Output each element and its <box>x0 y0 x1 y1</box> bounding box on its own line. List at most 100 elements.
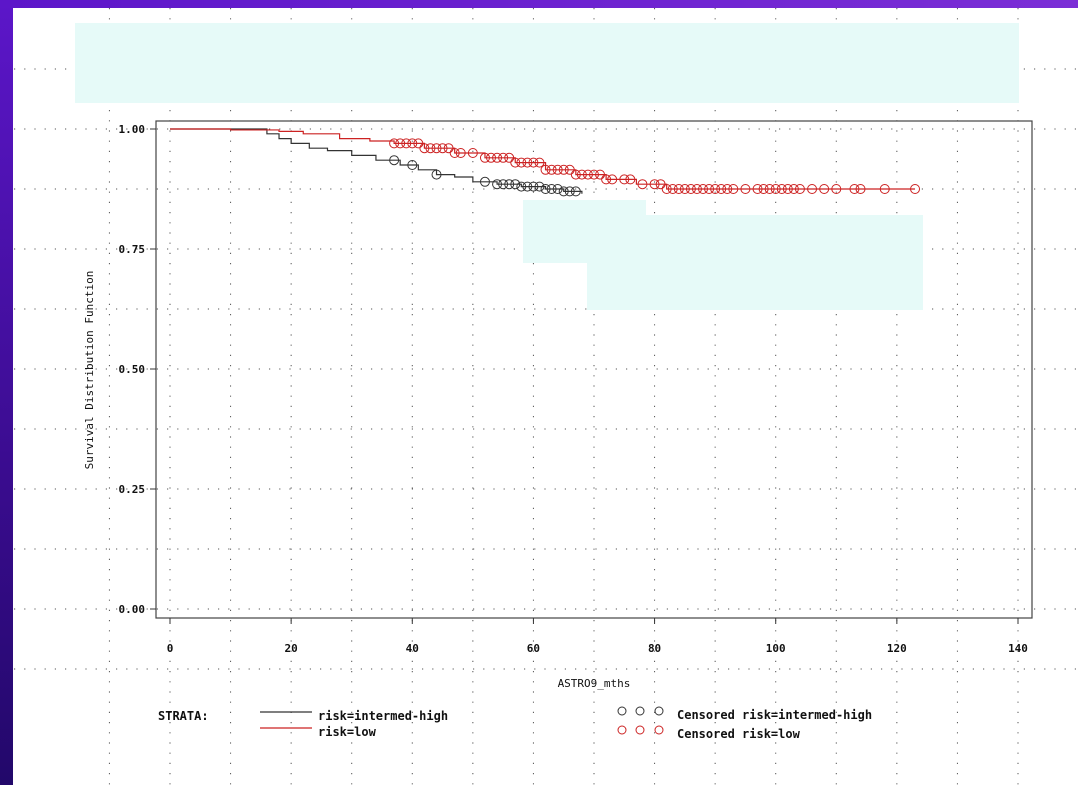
censor-marker <box>558 164 569 175</box>
legend-label-censored-low: Censored risk=low <box>677 727 801 741</box>
slide-frame-left <box>0 0 13 785</box>
x-axis: 0 20 40 60 80 100 120 140 <box>167 618 1028 655</box>
censor-marker <box>498 179 509 190</box>
censor-marker <box>486 152 497 163</box>
censor-marker <box>722 184 733 194</box>
censor-marker <box>437 143 448 154</box>
censor-marker <box>449 148 460 158</box>
slide-frame-top <box>0 0 1078 8</box>
redaction-box-title <box>75 23 1019 103</box>
censor-marker <box>534 157 545 168</box>
x-tick-label: 120 <box>887 642 907 655</box>
censor-marker <box>492 152 503 163</box>
x-tick-label: 20 <box>285 642 298 655</box>
censor-marker <box>582 169 593 180</box>
censor-marker <box>910 184 921 194</box>
censor-marker <box>661 184 672 194</box>
plot-frame <box>155 120 1033 619</box>
censor-marker <box>764 184 775 194</box>
y-axis-title: Survival Distribution Function <box>83 271 96 470</box>
x-tick-label: 140 <box>1008 642 1028 655</box>
censor-marker <box>504 179 515 190</box>
censor-marker <box>589 169 599 180</box>
censor-marker <box>425 143 436 154</box>
y-tick-label: 0.00 <box>119 603 146 616</box>
legend-label-censored-intermed-high: Censored risk=intermed-high <box>677 708 872 722</box>
censor-marker <box>401 138 412 149</box>
y-axis: 0.00 0.25 0.50 0.75 1.00 <box>119 123 156 616</box>
x-axis-title: ASTRO9_mths <box>558 677 631 690</box>
x-tick-label: 80 <box>648 642 661 655</box>
censor-marker <box>413 138 424 149</box>
censor-marker <box>819 184 830 194</box>
legend-marker-circle <box>635 725 645 735</box>
censor-marker <box>552 164 563 175</box>
censor-marker <box>492 179 503 190</box>
censor-marker <box>407 138 418 149</box>
censor-marker <box>855 184 866 194</box>
censor-marker <box>679 184 690 194</box>
censor-marker <box>516 157 527 168</box>
censor-marker <box>570 169 581 180</box>
legend-marker-circle <box>617 706 627 716</box>
censor-marker <box>558 186 569 197</box>
censor-marker <box>479 152 490 163</box>
censor-marker <box>498 152 509 163</box>
censor-marker <box>782 184 793 194</box>
redaction-box-1 <box>523 200 646 263</box>
x-tick-label: 40 <box>406 642 419 655</box>
censor-marker <box>758 184 769 194</box>
censor-marker <box>601 174 612 185</box>
censor-marker <box>619 174 630 185</box>
censor-marker <box>419 143 430 154</box>
censor-marker <box>431 169 442 180</box>
censor-marker <box>516 181 527 192</box>
series-layer <box>170 128 921 197</box>
censor-marker <box>831 184 842 194</box>
censor-marker <box>467 148 478 158</box>
censor-marker <box>807 184 818 194</box>
censor-marker <box>788 184 799 194</box>
censor-marker <box>528 157 539 168</box>
censor-marker <box>879 184 890 194</box>
y-tick-label: 0.75 <box>119 243 146 256</box>
censor-marker <box>673 184 684 194</box>
legend-marker-circle <box>617 725 627 735</box>
legend-label-low: risk=low <box>318 725 377 739</box>
censor-marker <box>540 184 551 194</box>
censor-marker <box>552 184 563 194</box>
censor-marker <box>546 184 557 194</box>
censor-marker <box>455 148 466 158</box>
censor-marker <box>595 169 606 180</box>
censor-marker <box>776 184 787 194</box>
legend-title: STRATA: <box>158 709 209 723</box>
censor-marker <box>667 184 678 194</box>
censor-marker <box>685 184 696 194</box>
censor-marker <box>522 157 533 168</box>
censor-marker <box>546 164 557 175</box>
censor-marker <box>637 179 648 190</box>
censor-marker <box>407 160 418 170</box>
censor-marker <box>704 184 715 194</box>
censor-marker <box>691 184 702 194</box>
censor-marker <box>389 155 400 166</box>
censor-marker <box>794 184 805 194</box>
legend-marker-circle <box>654 706 664 716</box>
legend-marker-circle <box>654 725 664 735</box>
censor-marker <box>716 184 727 194</box>
y-tick-label: 0.25 <box>119 483 146 496</box>
redaction-box-3 <box>587 263 923 310</box>
legend-marker-circle <box>635 706 645 716</box>
censor-marker <box>534 181 545 192</box>
censor-marker <box>443 143 454 154</box>
censor-marker <box>698 184 709 194</box>
censor-marker <box>570 186 581 197</box>
censor-marker <box>504 152 515 163</box>
censor-marker <box>522 181 533 192</box>
censor-marker <box>395 138 406 149</box>
censor-marker <box>740 184 751 194</box>
x-tick-label: 100 <box>766 642 786 655</box>
censor-marker <box>510 179 521 190</box>
redaction-box-2 <box>646 215 923 263</box>
